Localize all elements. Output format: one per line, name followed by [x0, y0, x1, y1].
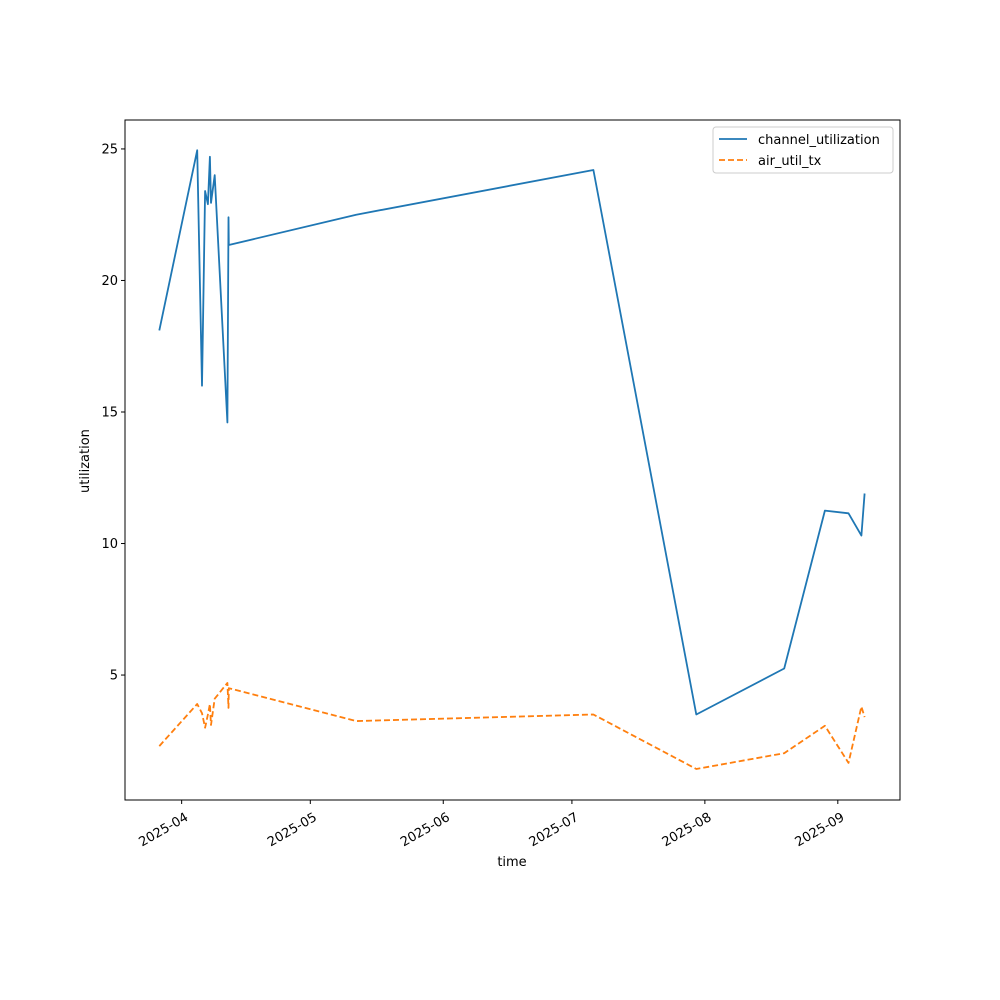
series-line-channel-utilization	[158, 149, 866, 716]
x-tick-label: 2025-07	[527, 810, 582, 850]
y-tick-label: 25	[101, 142, 118, 157]
x-tick-label: 2025-04	[136, 810, 191, 850]
y-tick-label: 5	[110, 669, 118, 684]
x-tick-label: 2025-06	[398, 810, 453, 850]
y-tick-label: 20	[101, 274, 118, 289]
y-axis: 5 10 15 20 25	[101, 142, 125, 684]
y-tick-label: 15	[101, 405, 118, 420]
legend-label-channel-utilization: channel_utilization	[758, 133, 880, 148]
x-axis: 2025-04 2025-05 2025-06 2025-07 2025-08 2025-…	[136, 800, 847, 850]
plot-area	[158, 149, 866, 770]
y-axis-label: utilization	[78, 429, 93, 493]
series-line-air-util-tx	[158, 682, 866, 770]
axes-frame	[124, 119, 901, 801]
x-tick-label: 2025-09	[793, 810, 848, 850]
x-tick-label: 2025-08	[660, 810, 715, 850]
y-tick-label: 10	[101, 537, 118, 552]
x-tick-label: 2025-05	[265, 810, 320, 850]
legend-label-air-util-tx: air_util_tx	[758, 154, 822, 169]
x-axis-label: time	[497, 855, 526, 870]
legend-box	[712, 126, 894, 174]
legend: channel_utilization air_util_tx	[712, 126, 894, 174]
